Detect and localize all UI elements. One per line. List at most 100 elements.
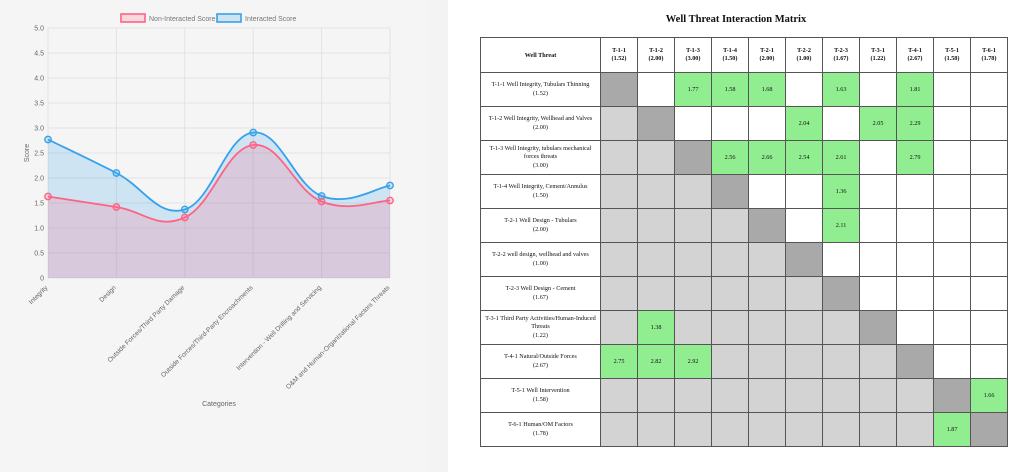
matrix-row-header: T-1-2 Well Integrity, Wellhead and Valve… xyxy=(480,106,601,141)
matrix-cell xyxy=(970,344,1008,379)
row-label: T-2-1 Well Design - Tubulars xyxy=(504,217,577,225)
matrix-cell: 2.54 xyxy=(785,140,823,175)
matrix-cell xyxy=(822,412,860,447)
column-id: T-6-1 xyxy=(982,47,996,55)
column-score: (2.00) xyxy=(759,55,775,62)
matrix-cell xyxy=(674,242,712,277)
matrix-cell xyxy=(637,106,675,141)
matrix-cell xyxy=(896,276,934,311)
matrix-column-header: T-1-2 (2.00) xyxy=(637,37,675,73)
matrix-cell: 1.68 xyxy=(748,72,786,107)
matrix-cell xyxy=(896,378,934,413)
matrix-cell xyxy=(600,242,638,277)
matrix-cell: 2.61 xyxy=(822,140,860,175)
matrix-cell xyxy=(822,344,860,379)
row-label: T-3-1 Third Party Activities/Human-Induc… xyxy=(485,315,596,331)
matrix-row-header: T-2-3 Well Design - Cement (1.67) xyxy=(480,276,601,311)
matrix-cell xyxy=(896,344,934,379)
matrix-column-header: T-1-1 (1.52) xyxy=(600,37,638,73)
matrix-row: T-4-1 Natural/Outside Forces (2.67) 2.75 2.… xyxy=(480,344,1008,379)
y-tick-label: 0.5 xyxy=(34,251,44,258)
matrix-row: T-2-2 well design, wellhead and valves (1… xyxy=(480,242,1008,277)
row-score: (1.00) xyxy=(533,259,548,267)
matrix-cell: 2.56 xyxy=(711,140,749,175)
x-tick-label: Integrity xyxy=(28,284,50,306)
matrix-cell xyxy=(859,276,897,311)
column-id: T-5-1 xyxy=(945,47,959,55)
matrix-column-header: T-5-1 (1.58) xyxy=(933,37,971,73)
matrix-cell xyxy=(674,412,712,447)
matrix-row-header: T-1-3 Well Integrity, tubulars mechanica… xyxy=(480,140,601,175)
matrix-row-header: T-6-1 Human/OM Factors (1.78) xyxy=(480,412,601,447)
matrix-cell xyxy=(748,344,786,379)
matrix-cell xyxy=(600,412,638,447)
matrix-cell xyxy=(933,310,971,345)
column-id: T-4-1 xyxy=(908,47,922,55)
legend-label: Non-Interacted Score xyxy=(149,16,216,23)
matrix-cell xyxy=(970,174,1008,209)
matrix-cell: 2.66 xyxy=(748,140,786,175)
matrix-title: Well Threat Interaction Matrix xyxy=(665,14,807,25)
row-score: (1.67) xyxy=(533,293,548,301)
y-tick-label: 3.5 xyxy=(34,101,44,108)
matrix-row-header: T-3-1 Third Party Activities/Human-Induc… xyxy=(480,310,601,345)
y-tick-label: 1.5 xyxy=(34,201,44,208)
matrix-cell xyxy=(711,174,749,209)
y-tick-label: 2.0 xyxy=(34,176,44,183)
matrix-cell xyxy=(711,310,749,345)
column-id: T-1-3 xyxy=(686,47,700,55)
matrix-cell: 1.58 xyxy=(711,72,749,107)
data-point xyxy=(112,203,121,211)
row-label: T-2-2 well design, wellhead and valves xyxy=(492,251,589,259)
matrix-cell xyxy=(896,310,934,345)
matrix-cell xyxy=(785,310,823,345)
matrix-row-header: T-4-1 Natural/Outside Forces (2.67) xyxy=(480,344,601,379)
column-score: (3.00) xyxy=(685,55,701,62)
x-tick-label: Intervention - Well Drilling and Servici… xyxy=(235,284,323,372)
matrix-cell xyxy=(600,276,638,311)
matrix-cell xyxy=(859,208,897,243)
matrix-cell xyxy=(859,310,897,345)
matrix-cell xyxy=(785,378,823,413)
x-tick-label: Outside Forces/Third Party Damage xyxy=(107,284,187,364)
matrix-cell: 1.77 xyxy=(674,72,712,107)
matrix-cell xyxy=(896,412,934,447)
x-axis-title: Categories xyxy=(202,401,236,408)
x-tick-label: O&M and Human-Organizational Factors Thr… xyxy=(285,284,392,391)
matrix-cell xyxy=(600,310,638,345)
matrix-cell xyxy=(748,174,786,209)
matrix-row-header: T-5-1 Well Intervention (1.58) xyxy=(480,378,601,413)
matrix-row-header: T-2-1 Well Design - Tubulars (2.00) xyxy=(480,208,601,243)
row-label: T-2-3 Well Design - Cement xyxy=(505,285,576,293)
data-point xyxy=(112,169,121,177)
legend-label: Interacted Score xyxy=(245,16,296,23)
x-tick-label: Design xyxy=(98,284,118,304)
matrix-cell xyxy=(785,276,823,311)
matrix-cell xyxy=(933,72,971,107)
matrix-cell xyxy=(933,344,971,379)
column-id: T-2-1 xyxy=(760,47,774,55)
matrix-cell xyxy=(748,208,786,243)
matrix-cell xyxy=(674,208,712,243)
matrix-cell: 2.05 xyxy=(859,106,897,141)
matrix-cell: 2.92 xyxy=(674,344,712,379)
column-score: (1.22) xyxy=(870,55,886,62)
score-line-chart: 0 0.5 1.0 1.5 2.0 2.5 3.0 3.5 4.0 4.5 5.0 Integrity… xyxy=(24,13,394,408)
matrix-column-header: T-2-3 (1.67) xyxy=(822,37,860,73)
matrix-cell: 1.81 xyxy=(896,72,934,107)
matrix-cell xyxy=(748,276,786,311)
matrix-cell: 2.82 xyxy=(637,344,675,379)
row-label: T-1-3 Well Integrity, tubulars mechanica… xyxy=(489,145,592,161)
legend-swatch xyxy=(120,13,146,23)
matrix-cell xyxy=(637,412,675,447)
matrix-cell xyxy=(637,242,675,277)
matrix-cell xyxy=(822,242,860,277)
matrix-cell xyxy=(637,378,675,413)
matrix-cell xyxy=(933,174,971,209)
column-id: T-1-2 xyxy=(649,47,663,55)
y-tick-label: 2.5 xyxy=(34,151,44,158)
matrix-cell xyxy=(600,208,638,243)
row-score: (1.22) xyxy=(533,331,548,339)
interaction-matrix-table: Well Threat T-1-1 (1.52) T-1-2 (2.00) T-1-3(… xyxy=(480,37,1008,447)
matrix-header-row: Well Threat T-1-1 (1.52) T-1-2 (2.00) T-1-3(… xyxy=(480,37,1008,73)
